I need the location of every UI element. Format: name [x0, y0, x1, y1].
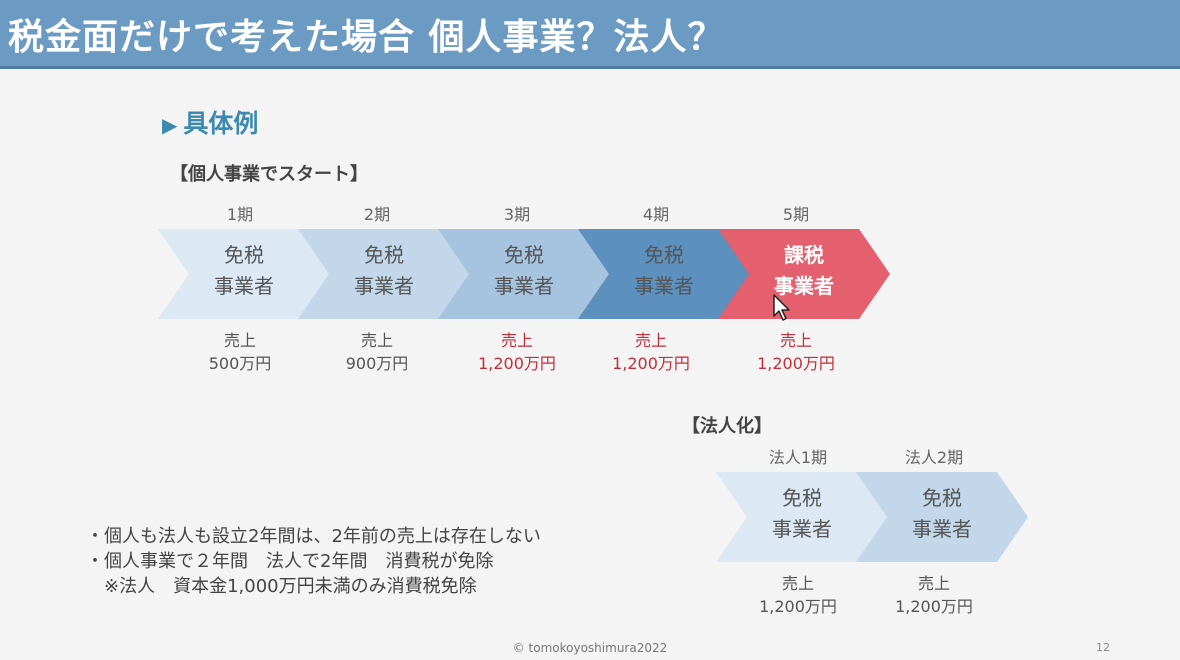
status-line: 免税: [782, 486, 822, 510]
sales-figure: 売上 500万円: [170, 329, 310, 375]
status-line: 事業者: [354, 274, 414, 298]
status-line: 免税: [922, 486, 962, 510]
section-heading-label: 具体例: [183, 109, 259, 138]
period-label: 4期: [642, 205, 670, 224]
sales-label: 売上: [779, 331, 812, 350]
corp-period-label: 法人2期: [904, 448, 964, 467]
note-item: ・個人事業で２年間 法人で2年間 消費税が免除: [86, 551, 494, 572]
sales-value: 1,200万円: [612, 354, 690, 373]
corp-period-label: 法人1期: [768, 448, 828, 467]
sales-figure: 売上 1,200万円: [726, 329, 866, 375]
sales-label: 売上: [781, 574, 814, 593]
slide-title: 税金面だけで考えた場合 個人事業？法人？: [8, 17, 725, 58]
status-line: 事業者: [912, 517, 972, 541]
title-bar: 税金面だけで考えた場合 個人事業？法人？: [0, 0, 1180, 69]
note-item: ※法人 資本金1,000万円未満のみ消費税免除: [86, 576, 477, 597]
page-number: 12: [1096, 641, 1110, 654]
chevron-status: 免税 事業者: [872, 483, 1012, 545]
status-line: 免税: [504, 243, 544, 267]
chevron-status: 免税 事業者: [174, 240, 314, 302]
sales-value: 1,200万円: [478, 354, 556, 373]
individual-group-label: 【個人事業でスタート】: [170, 164, 368, 185]
chevron-status: 免税 事業者: [314, 240, 454, 302]
sales-value: 500万円: [208, 354, 272, 373]
sales-value: 1,200万円: [759, 597, 837, 616]
sales-label: 売上: [917, 574, 950, 593]
sales-figure: 売上 1,200万円: [581, 329, 721, 375]
status-line: 事業者: [772, 517, 832, 541]
chevron-status: 免税 事業者: [594, 240, 734, 302]
notes-list: ・個人も法人も設立2年間は、2年前の売上は存在しない ・個人事業で２年間 法人で…: [86, 524, 541, 599]
status-line: 事業者: [774, 274, 834, 298]
copyright-footer: © tomokoyoshimura2022: [512, 641, 668, 655]
sales-figure: 売上 900万円: [307, 329, 447, 375]
mouse-pointer-icon: [773, 294, 790, 321]
status-line: 免税: [224, 243, 264, 267]
sales-value: 1,200万円: [757, 354, 835, 373]
sales-value: 900万円: [345, 354, 409, 373]
period-label: 5期: [782, 205, 810, 224]
sales-figure: 売上 1,200万円: [728, 572, 868, 618]
sales-label: 売上: [360, 331, 393, 350]
period-label: 2期: [363, 205, 391, 224]
section-heading: ▶ 具体例: [162, 104, 258, 140]
chevron-status: 免税 事業者: [732, 483, 872, 545]
note-item: ・個人も法人も設立2年間は、2年前の売上は存在しない: [86, 526, 541, 547]
sales-label: 売上: [500, 331, 533, 350]
sales-figure: 売上 1,200万円: [447, 329, 587, 375]
status-line: 課税: [784, 243, 824, 267]
sales-label: 売上: [223, 331, 256, 350]
chevron-status-taxable: 課税 事業者: [734, 240, 874, 302]
period-label: 3期: [503, 205, 531, 224]
status-line: 事業者: [214, 274, 274, 298]
sales-figure: 売上 1,200万円: [864, 572, 1004, 618]
period-label: 1期: [226, 205, 254, 224]
status-line: 事業者: [494, 274, 554, 298]
status-line: 免税: [644, 243, 684, 267]
corporation-group-label: 【法人化】: [682, 416, 772, 437]
triangle-marker-icon: ▶: [162, 113, 178, 137]
chevron-status: 免税 事業者: [454, 240, 594, 302]
sales-value: 1,200万円: [895, 597, 973, 616]
sales-label: 売上: [634, 331, 667, 350]
status-line: 事業者: [634, 274, 694, 298]
status-line: 免税: [364, 243, 404, 267]
